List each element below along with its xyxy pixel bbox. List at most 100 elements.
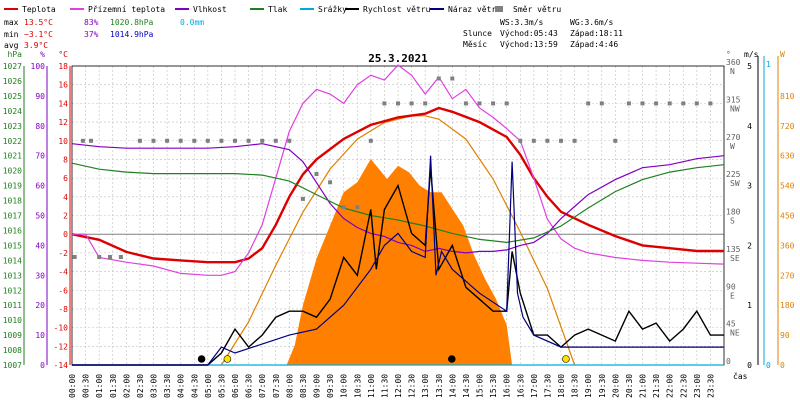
pressure-tick-label: 1021: [3, 152, 22, 161]
series-vlhkost: [71, 143, 725, 254]
solar-tick-label: 450: [780, 212, 795, 221]
wind-direction-point: [626, 101, 631, 106]
wind-direction-point: [72, 255, 77, 259]
legend-label: Teplota: [22, 5, 56, 14]
temperature-tick-label: 10: [58, 137, 68, 146]
wind-direction-point: [640, 101, 645, 106]
x-tick-label: 14:00: [448, 374, 457, 398]
wind-direction-point: [314, 172, 319, 176]
wind-direction-point: [97, 255, 102, 259]
chart-title: 25.3.2021: [368, 52, 428, 65]
pressure-axis-unit: hPa: [8, 50, 23, 59]
info-sun-set: Západ:18:11: [570, 29, 623, 38]
wind-direction-point: [694, 101, 699, 106]
x-tick-label: 01:00: [95, 374, 104, 398]
wind-direction-point: [518, 138, 523, 143]
stats-min-hum: 37%: [84, 30, 99, 39]
x-tick-label: 08:30: [299, 374, 308, 398]
stats-min-press: 1014.9hPa: [110, 30, 154, 39]
temperature-tick-label: 2: [63, 212, 68, 221]
wind-direction-point: [260, 138, 265, 143]
humidity-tick-label: 100: [31, 62, 46, 71]
solar-tick-label: 630: [780, 152, 795, 161]
x-tick-label: 07:30: [272, 374, 281, 398]
wind-direction-points: [72, 76, 713, 259]
x-tick-label: 18:00: [557, 374, 566, 398]
sunset-marker: [562, 355, 570, 363]
x-tick-label: 23:00: [693, 374, 702, 398]
pressure-tick-label: 1026: [3, 77, 22, 86]
x-tick-label: 07:00: [258, 374, 267, 398]
wind-tick-label: 5: [747, 62, 752, 71]
series-p-zemn-teplota: [72, 64, 725, 276]
humidity-tick-label: 40: [35, 241, 45, 250]
direction-tick-letter: N: [730, 67, 735, 76]
wind-tick-label: 4: [747, 122, 752, 131]
wind-direction-point: [368, 138, 373, 143]
temperature-tick-label: 14: [58, 99, 68, 108]
direction-tick-letter: E: [730, 291, 735, 300]
temperature-tick-label: 18: [58, 62, 68, 71]
x-tick-label: 17:30: [543, 374, 552, 398]
stats-min-temp: −3.1°C: [24, 30, 53, 39]
humidity-tick-label: 80: [35, 122, 45, 131]
wind-direction-point: [559, 138, 563, 143]
wind-direction-point: [491, 101, 496, 106]
wind-direction-point: [273, 138, 278, 143]
stats-max-press: 1020.8hPa: [110, 18, 154, 27]
legend-label: Přízemní teplota: [88, 5, 165, 14]
x-tick-label: 00:30: [82, 374, 91, 398]
wind-direction-point: [531, 138, 536, 143]
temperature-tick-label: 12: [58, 118, 68, 127]
temperature-tick-label: -6: [58, 286, 68, 295]
series-tlak: [71, 162, 725, 244]
wind-tick-label: 0: [747, 361, 752, 370]
wind-direction-point: [89, 138, 93, 143]
x-tick-label: 10:30: [353, 374, 362, 398]
pressure-tick-label: 1011: [3, 301, 22, 310]
x-tick-label: 02:30: [136, 374, 145, 398]
x-tick-label: 12:00: [394, 374, 403, 398]
x-tick-label: 06:00: [231, 374, 240, 398]
wind-direction-point: [192, 138, 197, 143]
x-tick-label: 15:00: [476, 374, 485, 398]
wind-direction-point: [233, 138, 237, 143]
x-tick-label: 20:30: [625, 374, 634, 398]
x-tick-label: 22:30: [679, 374, 688, 398]
x-tick-label: 05:30: [217, 374, 226, 398]
x-axis-label: čas: [733, 371, 748, 381]
wind-direction-point: [205, 138, 210, 143]
x-tick-label: 09:00: [313, 374, 322, 398]
wind-direction-point: [572, 138, 577, 143]
moonset-marker: [197, 355, 206, 363]
pressure-tick-label: 1016: [3, 226, 22, 235]
x-tick-label: 19:00: [584, 374, 593, 398]
wind-direction-point: [586, 101, 591, 106]
solar-tick-label: 810: [780, 92, 795, 101]
direction-tick-letter: SE: [730, 254, 740, 263]
wind-direction-point: [477, 101, 482, 106]
stats-avg-temp: 3.9°C: [24, 41, 48, 50]
legend-label: Srážky: [318, 5, 347, 14]
direction-tick-label: 135: [726, 245, 741, 254]
x-tick-label: 21:00: [639, 374, 648, 398]
wind-direction-point: [409, 101, 414, 106]
solar-tick-label: 360: [780, 241, 795, 250]
stats-max-label: max: [4, 18, 19, 27]
temperature-axis-unit: °C: [58, 50, 68, 59]
humidity-tick-label: 20: [35, 301, 45, 310]
temperature-tick-label: 16: [58, 81, 68, 90]
info-wg: WG:3.6m/s: [570, 18, 614, 27]
solar-tick-label: 180: [780, 301, 795, 310]
temperature-tick-label: 0: [63, 230, 68, 239]
pressure-tick-label: 1025: [3, 92, 22, 101]
wind-direction-point: [341, 205, 346, 210]
direction-tick-label: 225: [726, 170, 741, 179]
direction-tick-label: 315: [726, 95, 741, 104]
temperature-tick-label: -12: [54, 342, 69, 351]
legend-label: Tlak: [268, 5, 287, 14]
pressure-tick-label: 1027: [3, 62, 22, 71]
pressure-tick-label: 1010: [3, 316, 22, 325]
legend-swatch: [495, 6, 503, 12]
